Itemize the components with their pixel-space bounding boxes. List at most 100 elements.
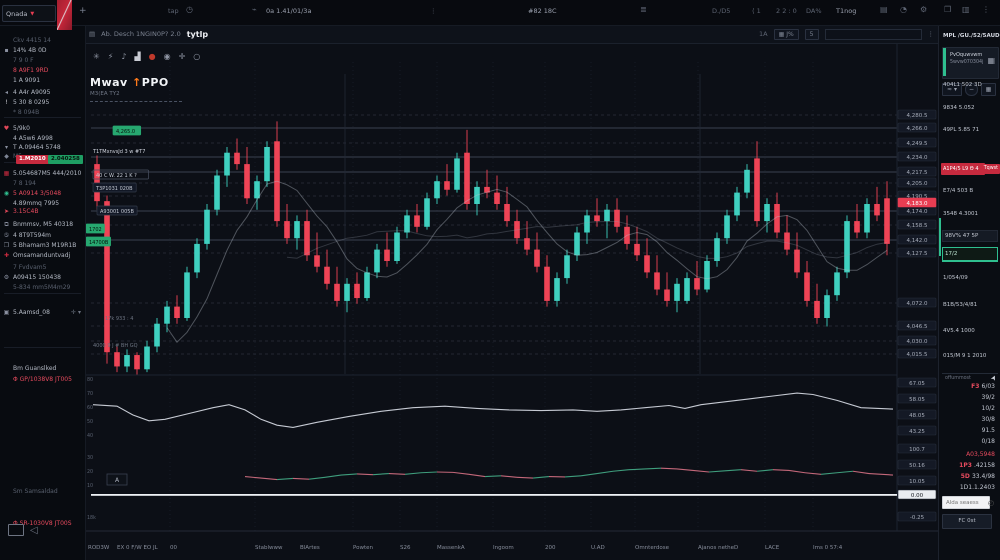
chart-header: ▤ Ab. Desch 1NGIN0P? 2.0 tytlp 1A ▦ J% 5… (85, 25, 938, 44)
candle (684, 278, 690, 301)
candle (694, 278, 700, 289)
settings-icon[interactable]: ⚙ (920, 5, 927, 14)
price-axis-label: 0.00 (898, 490, 936, 499)
panel-row[interactable]: 1/054/09 (943, 275, 997, 281)
red-flag-marker[interactable] (57, 0, 72, 30)
svg-text:T3P1031 020B: T3P1031 020B (95, 186, 133, 192)
time-label[interactable]: 2 2 : 0 (776, 7, 797, 15)
layout-icon[interactable]: ▤ (880, 5, 888, 14)
watchlist-row[interactable]: 1 A 9091 (0, 75, 85, 86)
step-value-box[interactable]: 5 (805, 29, 819, 40)
session-label[interactable]: 0a 1.41/01/3a (266, 7, 311, 15)
plus-icon[interactable]: ✛ (179, 52, 186, 61)
panel-row[interactable]: B1B/53/4/81 (943, 302, 997, 308)
panel-row[interactable]: 3548 4.3001 (943, 211, 997, 217)
panel-row[interactable]: 9834 5.052 (943, 105, 997, 111)
overflow-icon[interactable]: ⋮ (982, 5, 990, 14)
panel-row[interactable]: E7/4 503 B (943, 188, 997, 194)
row-actions[interactable]: ✛ ▾ (71, 309, 81, 316)
candle (844, 221, 850, 272)
confirm-order-button[interactable]: FC 0st (942, 514, 992, 529)
window-icon[interactable]: ❒ (944, 5, 951, 14)
svg-text:-0.25: -0.25 (910, 515, 925, 521)
colored-osc-segment (309, 477, 325, 479)
svg-text:1702: 1702 (89, 227, 102, 233)
account-label[interactable]: T1nog (836, 7, 856, 15)
crosshair-icon[interactable]: ⚡ (108, 52, 114, 61)
order-search-input[interactable] (942, 496, 990, 509)
row-label: 5 A0914 3/5048 (13, 190, 85, 197)
svg-text:4,205.0: 4,205.0 (907, 181, 928, 187)
target-icon[interactable]: ◉ (164, 52, 171, 61)
candle (314, 255, 320, 266)
panel-row[interactable]: 98V% 47 5P (942, 230, 998, 242)
pane-left-tick: 10 (87, 483, 93, 489)
legend-title[interactable]: Mwav (90, 76, 128, 89)
watchlist-row[interactable]: Bm Guanslked (0, 363, 85, 374)
row-icon: ◆ (0, 153, 13, 160)
watchlist-row[interactable]: Φ GP/1038V8 JT005 (0, 374, 85, 385)
tap-label[interactable]: tap (168, 7, 179, 15)
alerts-icon[interactable]: ◔ (900, 5, 907, 14)
symbol-search-widget[interactable]: Qnada ▼ (2, 5, 56, 22)
svg-text:4,234.0: 4,234.0 (907, 155, 928, 161)
alert-row[interactable]: A1P4/5 L9 Θ 4 (941, 163, 985, 175)
watchlist-row[interactable]: ▣5.Aamsd_08✛ ▾ (0, 307, 85, 318)
list-icon[interactable]: ≣ (640, 5, 647, 14)
price-badge[interactable]: 2.040258 (48, 155, 83, 164)
ratio-label[interactable]: D./D5 (712, 7, 730, 15)
price-badge[interactable]: 1.M2010 (16, 155, 49, 164)
legend-subtitle: M3(EA TY2 (90, 91, 182, 97)
panel-row[interactable]: 015/M 9 1 2010 (943, 353, 997, 359)
save-layout-button[interactable]: ▦ J% (774, 29, 799, 40)
price-chart[interactable]: 4,280.54,266.04,249.54,234.04,217.54,205… (85, 44, 938, 560)
percent-label[interactable]: DA% (806, 7, 822, 15)
row-icon: ◉ (0, 190, 13, 197)
pane-button[interactable]: A (107, 474, 127, 485)
panel-row[interactable]: 49PL 5.85 71 (943, 127, 997, 133)
chart-type-icon[interactable]: ▤ (89, 30, 95, 38)
time-axis-label: Ingoom (493, 545, 514, 551)
pen-icon[interactable]: ⌁ (252, 5, 257, 14)
watchlist-row[interactable]: ➤3.15C4B (0, 206, 85, 217)
watchlist-row[interactable]: 5-834 mm5M4m29 (0, 282, 85, 293)
history-clock-icon[interactable]: ◴ (988, 499, 994, 507)
header-menu-icon[interactable]: ⋮ (928, 30, 935, 38)
cursor-icon: ➤ (989, 374, 999, 383)
candle (604, 210, 610, 221)
grid-icon[interactable]: ▥ (962, 5, 970, 14)
candle (594, 215, 600, 221)
chart-symbol-title[interactable]: tytlp (187, 30, 208, 39)
row-icon: ▾ (0, 144, 13, 151)
colored-osc-segment (453, 472, 469, 474)
add-tab-button[interactable]: + (79, 6, 87, 16)
circle-icon[interactable]: ○ (193, 52, 200, 61)
watchlist-row[interactable]: ⧉Bnmmsv, M5 40318 (0, 219, 85, 230)
panel-row[interactable]: 4V5.4 1000 (943, 328, 997, 334)
drawing-toolbar: ✳ ⚡ ♪ ▟ ● ◉ ✛ ○ (93, 52, 200, 61)
panel-row[interactable]: 17/2 (942, 247, 998, 262)
record-icon[interactable]: ● (149, 52, 156, 61)
monitor-icon[interactable] (8, 524, 24, 536)
more-icon[interactable]: ⋮ (430, 7, 437, 15)
cursor-icon[interactable]: ✳ (93, 52, 100, 61)
colored-osc-segment (613, 470, 629, 472)
legend-title-2[interactable]: PPO (142, 76, 169, 89)
chart-area: ▤ Ab. Desch 1NGIN0P? 2.0 tytlp 1A ▦ J% 5… (85, 25, 938, 560)
watchlist-sidebar: Ckv 4415 14▪14% 4B 0D7 9 0 F8 A9F1 9RD1 … (0, 25, 86, 560)
annotate-icon[interactable]: ♪ (121, 52, 126, 61)
notification-line1: PvOquwvwm (950, 52, 982, 58)
bars-icon[interactable]: ▟ (134, 52, 140, 61)
candle (164, 307, 170, 324)
header-search-input[interactable] (825, 29, 922, 40)
watchlist-row[interactable]: ✚Omsamanduntvadj (0, 250, 85, 261)
speaker-icon[interactable]: ◁ (30, 525, 38, 536)
tag-label[interactable]: #82 18C (528, 7, 557, 15)
watchlist-row[interactable]: Sm Samsaldad (0, 486, 85, 497)
notification-card[interactable]: PvOquwvwm 5wvw070304j ▦ (942, 47, 999, 79)
clock-icon[interactable]: ◷ (186, 5, 193, 14)
page-label[interactable]: ⟨ 1 (752, 7, 761, 15)
colored-osc-segment (789, 470, 805, 472)
panel-row[interactable]: 404L1 502 3D (943, 82, 997, 88)
panel-value: 91.5 (982, 427, 995, 434)
